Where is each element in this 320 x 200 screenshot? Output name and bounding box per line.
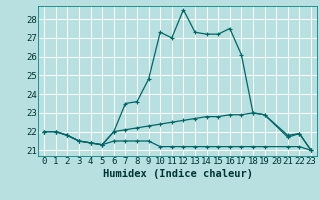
X-axis label: Humidex (Indice chaleur): Humidex (Indice chaleur) [103,169,252,179]
